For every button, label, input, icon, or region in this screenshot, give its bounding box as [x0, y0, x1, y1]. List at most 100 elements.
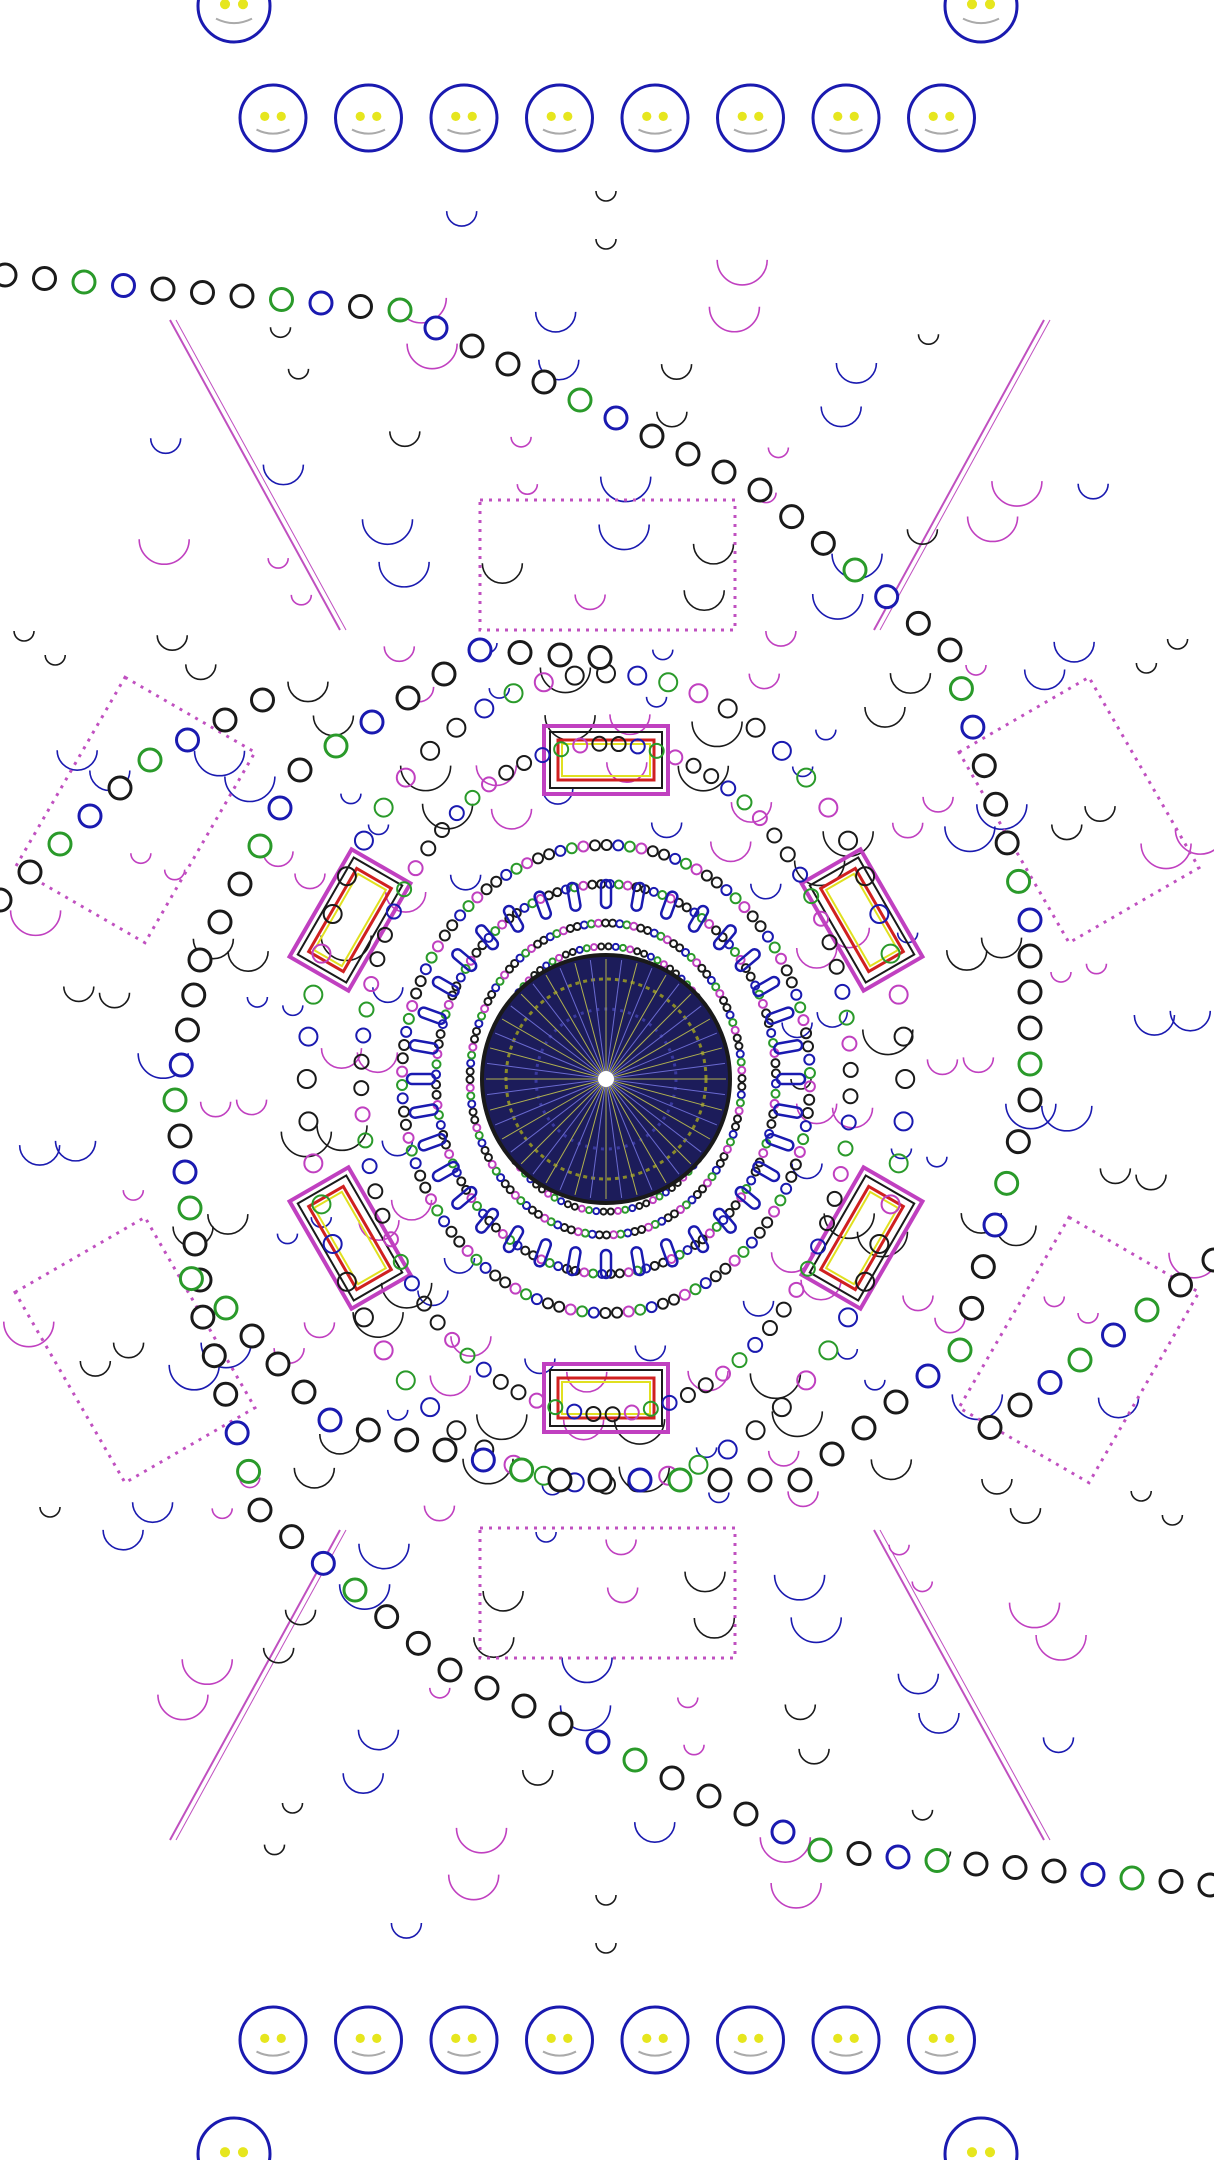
scallop — [683, 590, 726, 611]
ring-dot — [641, 1263, 652, 1274]
chain-circle — [227, 871, 253, 897]
ring-dot — [707, 1172, 717, 1182]
chain-circle — [247, 1497, 273, 1523]
ring-dot — [746, 1175, 757, 1186]
ring-dot — [499, 1276, 512, 1289]
scallop — [342, 1773, 385, 1794]
chain-circle — [168, 1052, 194, 1078]
chain-circle — [1005, 1129, 1031, 1155]
ring-dot — [474, 698, 495, 719]
ring-dot — [734, 1106, 744, 1116]
scallop — [595, 238, 617, 250]
ring-dot — [790, 988, 803, 1001]
scallop — [708, 306, 761, 333]
core-ray — [510, 1078, 607, 1153]
ring-dot — [702, 1178, 712, 1188]
face-eye — [928, 2033, 938, 2043]
ring-dot — [566, 1403, 583, 1420]
scallop — [481, 563, 524, 584]
ring-dot — [577, 1204, 586, 1213]
scallop — [269, 327, 292, 339]
core-ray — [605, 1078, 711, 1140]
diag-line — [175, 319, 347, 631]
ring-dot — [642, 1400, 659, 1417]
ring-dot — [710, 876, 723, 889]
ring-dot — [731, 1352, 748, 1369]
scallop — [361, 519, 414, 546]
ring-dot — [541, 1297, 554, 1310]
ring-dot — [431, 1089, 442, 1100]
core-ray — [605, 1078, 718, 1126]
face-eye — [260, 2033, 270, 2043]
ring-dot — [425, 951, 438, 964]
ring-dot — [768, 941, 781, 954]
scallop — [207, 1214, 249, 1235]
ring-dot — [435, 1028, 446, 1039]
ring-dot — [505, 1185, 515, 1195]
ring-dot — [353, 830, 374, 851]
face-eye — [833, 111, 843, 121]
core-ray — [520, 993, 607, 1080]
scallop — [1053, 641, 1095, 663]
chain-circle — [747, 477, 773, 503]
scallop — [294, 873, 326, 890]
ring-dot — [736, 1090, 746, 1100]
face-eye — [642, 2033, 652, 2043]
scallop — [429, 1375, 472, 1397]
ring-dot — [735, 1049, 745, 1059]
chain-circle — [937, 637, 963, 663]
ring-dot — [510, 1384, 527, 1401]
ring-dot — [454, 909, 467, 922]
ring-dot — [399, 1118, 412, 1131]
scallop — [224, 776, 276, 803]
frame-rect — [808, 856, 916, 984]
scallop — [156, 635, 189, 651]
face-eye — [658, 111, 668, 121]
frame-rect — [312, 872, 388, 968]
ring-dot — [588, 839, 601, 852]
ring-dot — [788, 1281, 805, 1298]
chain-circle — [1017, 1051, 1043, 1077]
face-eye — [276, 2033, 286, 2043]
chain-circle — [915, 1363, 941, 1389]
scallop — [287, 368, 310, 380]
ring-dot — [406, 1000, 419, 1013]
ring-dot — [530, 1293, 543, 1306]
capsule — [687, 904, 710, 933]
scallop — [380, 1282, 433, 1309]
ring-dot — [662, 935, 672, 945]
scallop — [358, 1543, 410, 1570]
scallop — [565, 1371, 608, 1393]
scallop — [918, 1713, 960, 1734]
ring-dot — [792, 866, 809, 883]
scallop — [864, 707, 906, 728]
ring-dot — [311, 943, 332, 964]
scallop — [455, 1827, 508, 1854]
core-ray — [605, 993, 692, 1080]
face-eye — [260, 111, 270, 121]
ring-dot — [546, 1217, 556, 1227]
scallop — [445, 211, 478, 227]
chain-circle — [587, 1467, 613, 1493]
ring-dot — [572, 737, 589, 754]
face-ring — [196, 0, 272, 44]
scallop — [562, 1419, 605, 1441]
chain-circle — [201, 1343, 227, 1369]
ring-dot — [496, 1173, 506, 1183]
ring-dot — [298, 1026, 319, 1047]
ring-dot — [734, 1041, 744, 1051]
capsule — [773, 1103, 804, 1119]
ring-dot — [741, 1184, 752, 1195]
ring-dot — [374, 1207, 391, 1224]
scallop — [951, 1394, 1004, 1420]
ring-dot — [681, 1200, 691, 1210]
ring-dot — [621, 1205, 630, 1214]
ring-dot — [563, 1200, 572, 1209]
ring-dot — [467, 1050, 477, 1060]
ring-dot — [720, 780, 737, 797]
ring-dot — [576, 1305, 589, 1318]
ring-dot — [420, 740, 441, 761]
core-ray — [589, 1078, 607, 1199]
chain-circle — [47, 831, 73, 857]
chain-circle — [265, 1351, 291, 1377]
